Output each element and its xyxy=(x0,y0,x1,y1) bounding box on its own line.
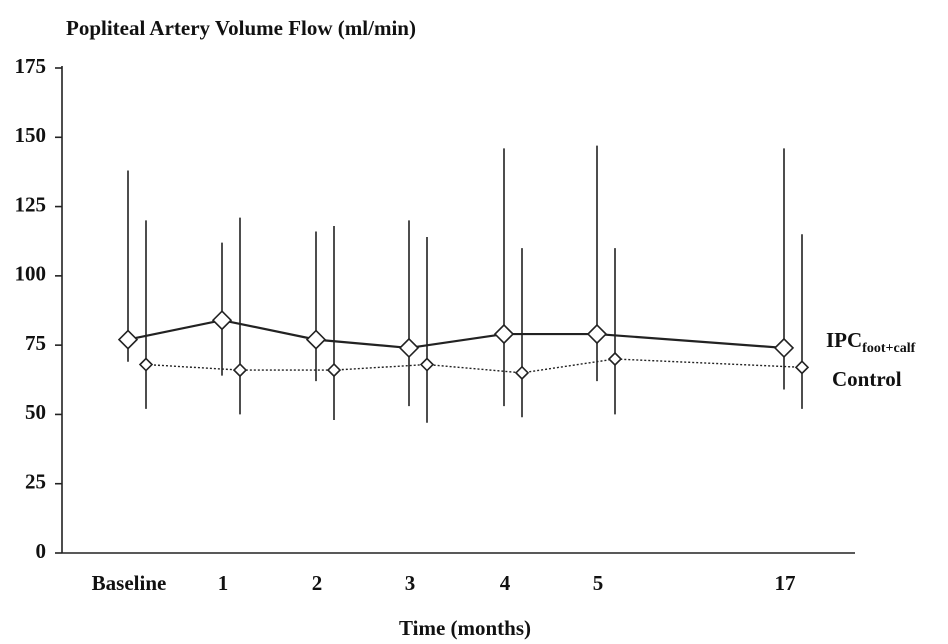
marker xyxy=(117,329,139,350)
x-axis-label: Time (months) xyxy=(399,616,531,640)
y-tick-label: 0 xyxy=(36,539,47,563)
legend-label: Control xyxy=(832,367,902,391)
y-tick-label: 25 xyxy=(25,470,46,494)
x-tick-label: 2 xyxy=(312,571,323,595)
y-tick-label: 125 xyxy=(15,192,47,216)
x-tick-label: 3 xyxy=(405,571,416,595)
legend-label: IPCfoot+calf xyxy=(826,328,916,356)
legend-subscript: foot+calf xyxy=(862,341,915,356)
marker xyxy=(398,337,420,359)
marker xyxy=(419,357,435,372)
marker xyxy=(493,323,515,345)
marker xyxy=(586,323,608,345)
y-tick-label: 100 xyxy=(15,262,47,286)
x-tick-label: 17 xyxy=(775,571,796,595)
x-tick-label: Baseline xyxy=(92,571,167,595)
x-tick-label: 5 xyxy=(593,571,604,595)
marker xyxy=(326,362,342,378)
y-tick-label: 150 xyxy=(15,123,47,147)
y-tick-label: 175 xyxy=(15,54,47,78)
marker xyxy=(607,351,623,367)
marker xyxy=(211,310,233,331)
y-tick-label: 50 xyxy=(25,400,46,424)
marker xyxy=(773,337,795,359)
marker xyxy=(138,357,154,372)
x-tick-label: 4 xyxy=(500,571,511,595)
chart-title: Popliteal Artery Volume Flow (ml/min) xyxy=(66,16,416,40)
legend-name: IPC xyxy=(826,328,862,352)
marker xyxy=(794,360,810,375)
x-tick-label: 1 xyxy=(218,571,229,595)
marker xyxy=(514,365,530,380)
y-tick-label: 75 xyxy=(25,331,46,355)
marker xyxy=(305,329,327,350)
marker xyxy=(232,362,248,378)
